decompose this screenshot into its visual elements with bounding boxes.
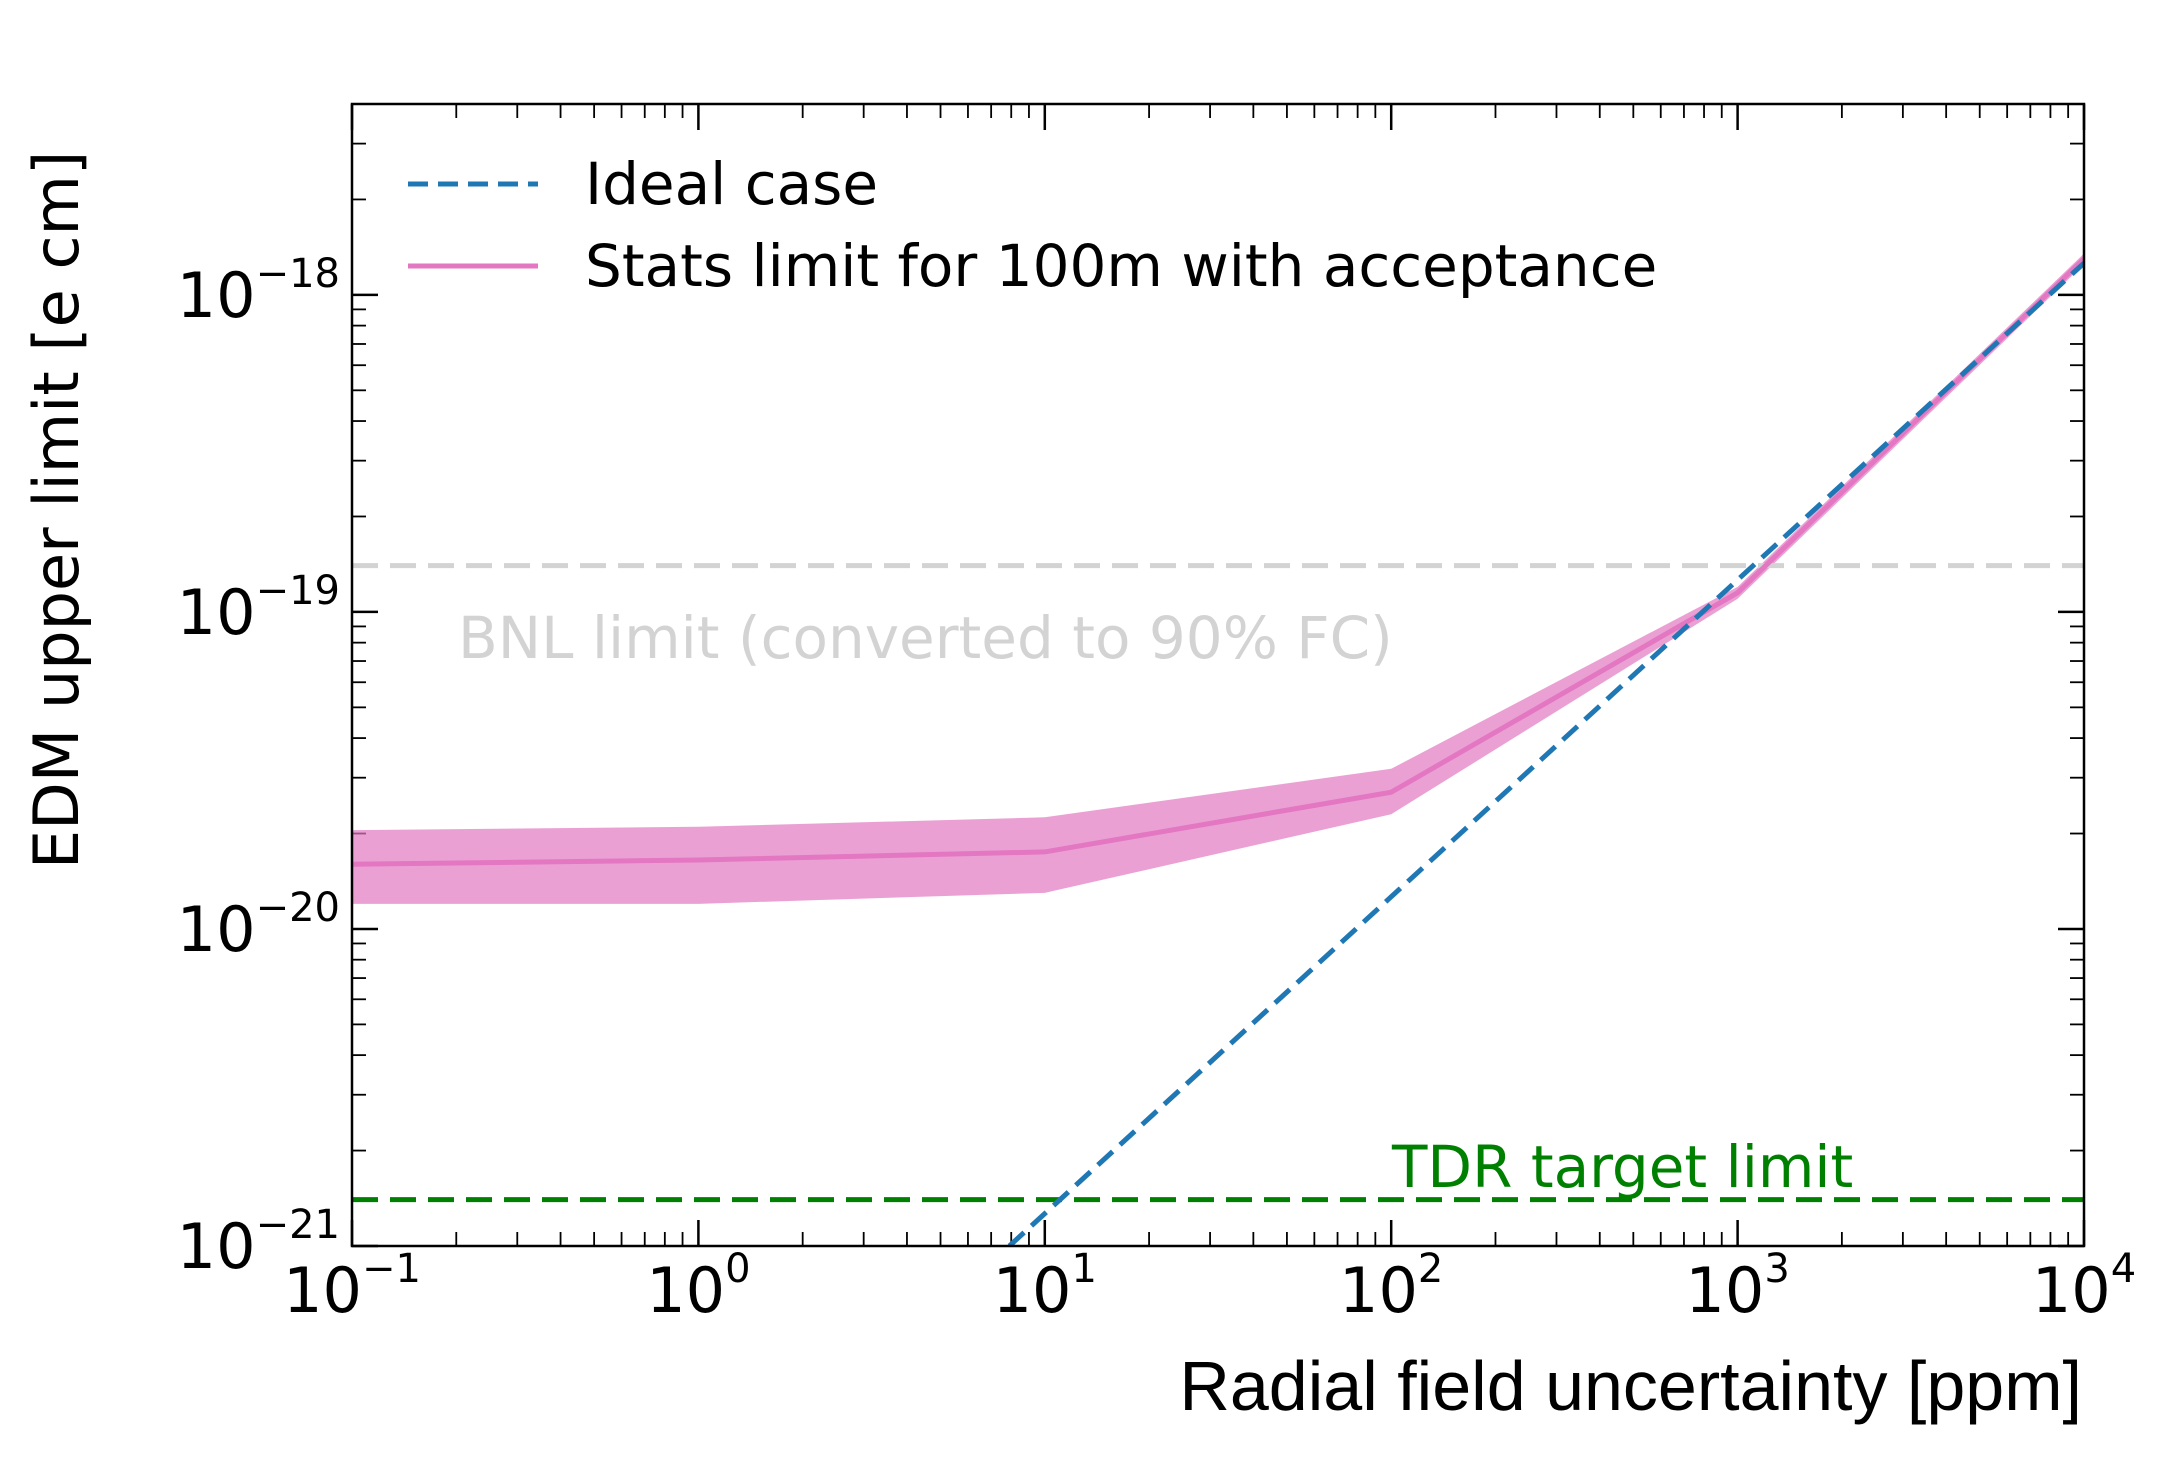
x-tick-labels: 10−1 100 101 102 103 104 bbox=[283, 1246, 2136, 1327]
x-tick-label: 100 bbox=[646, 1246, 750, 1327]
x-axis-title: Radial field uncertainty [ppm] bbox=[1179, 1347, 2082, 1425]
y-tick-label: 10−19 bbox=[177, 568, 340, 649]
y-axis-title: EDM upper limit [e cm] bbox=[20, 151, 93, 869]
tdr-target-label: TDR target limit bbox=[1391, 1133, 1853, 1201]
x-tick-label: 103 bbox=[1685, 1246, 1789, 1327]
legend-label-ideal-case: Ideal case bbox=[585, 150, 878, 218]
x-tick-label: 104 bbox=[2032, 1246, 2136, 1327]
y-tick-label: 10−18 bbox=[177, 251, 340, 332]
minor-ticks bbox=[352, 104, 2084, 1246]
x-tick-label: 101 bbox=[993, 1246, 1097, 1327]
y-tick-labels: 10−21 10−20 10−19 10−18 bbox=[177, 251, 340, 1283]
stats-limit-line bbox=[352, 256, 2084, 867]
y-tick-label: 10−20 bbox=[177, 885, 340, 966]
x-tick-label: 102 bbox=[1339, 1246, 1443, 1327]
stats-limit-band bbox=[352, 253, 2084, 904]
plot-frame bbox=[350, 102, 2086, 1248]
bnl-limit-label: BNL limit (converted to 90% FC) bbox=[458, 604, 1393, 672]
legend-label-stats-limit: Stats limit for 100m with acceptance bbox=[585, 232, 1657, 300]
plot-area bbox=[352, 253, 2084, 1246]
ideal-case-line bbox=[1007, 261, 2084, 1246]
x-tick-label: 10−1 bbox=[283, 1246, 421, 1327]
legend: Ideal case Stats limit for 100m with acc… bbox=[408, 150, 1657, 300]
y-tick-label: 10−21 bbox=[177, 1202, 340, 1283]
